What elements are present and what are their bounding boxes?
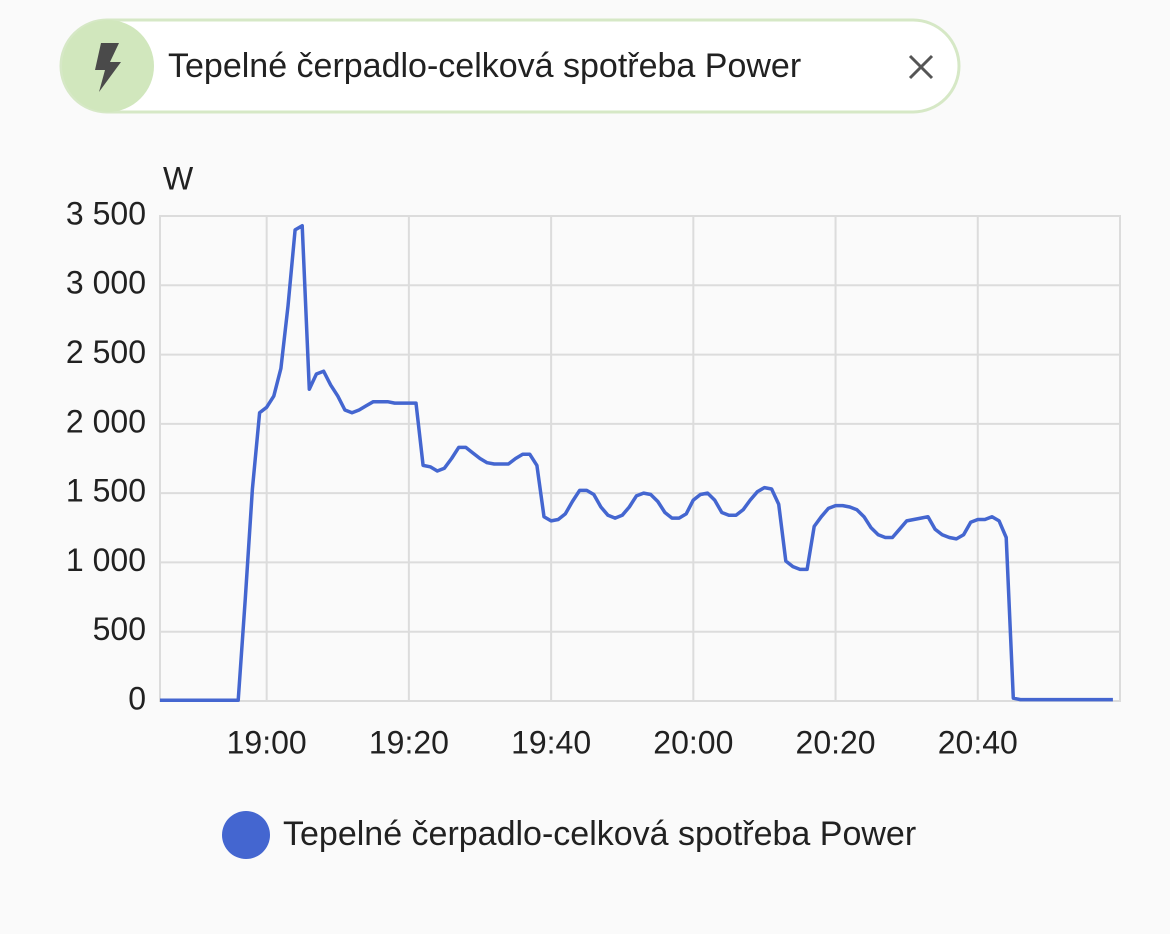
x-tick-label: 20:20	[796, 724, 876, 760]
x-tick-label: 20:40	[938, 724, 1018, 760]
legend-label: Tepelné čerpadlo-celková spotřeba Power	[283, 815, 916, 853]
bolt-icon	[95, 43, 121, 92]
y-tick-label: 2 000	[66, 403, 146, 439]
y-tick-label: 3 000	[66, 265, 146, 301]
filter-chip[interactable]: Tepelné čerpadlo-celková spotřeba Power	[59, 18, 961, 114]
y-tick-label: 1 000	[66, 542, 146, 578]
chip-close[interactable]	[908, 54, 934, 80]
legend[interactable]: Tepelné čerpadlo-celková spotřeba Power	[222, 811, 916, 859]
chip-label: Tepelné čerpadlo-celková spotřeba Power	[168, 47, 801, 85]
y-tick-label: 3 500	[66, 195, 146, 231]
series-line	[160, 223, 1113, 703]
x-tick-label: 19:40	[511, 724, 591, 760]
plot	[160, 223, 1113, 703]
y-tick-label: 2 500	[66, 334, 146, 370]
y-unit-label: W	[163, 160, 194, 196]
grid	[160, 215, 1120, 702]
close-stroke	[908, 54, 934, 80]
x-tick-label: 20:00	[653, 724, 733, 760]
y-tick-label: 500	[93, 611, 146, 647]
legend-swatch	[222, 811, 270, 859]
y-tick-label: 1 500	[66, 473, 146, 509]
chip-outline	[59, 18, 961, 114]
y-tick-label: 0	[128, 680, 146, 716]
x-tick-label: 19:20	[369, 724, 449, 760]
x-tick-label: 19:00	[227, 724, 307, 760]
plot-frame	[159, 215, 1121, 702]
